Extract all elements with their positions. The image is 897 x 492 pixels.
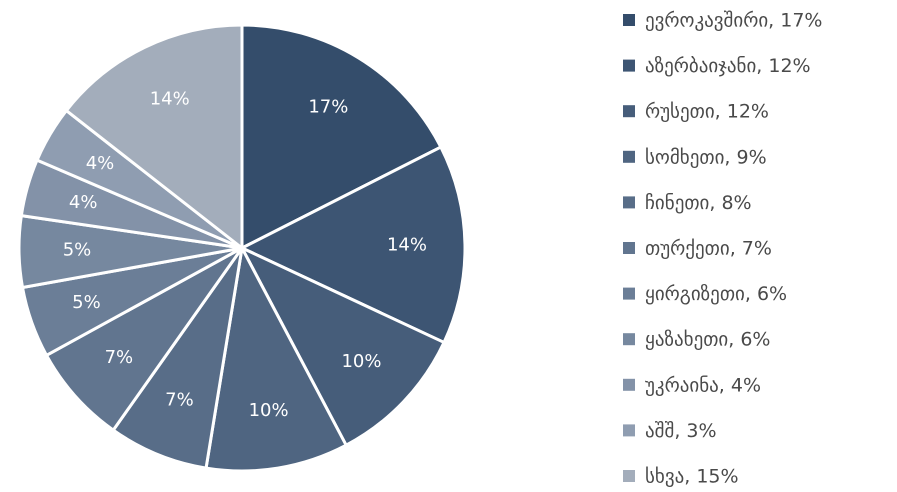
legend-label: ჩინეთი, 8% [645, 192, 752, 214]
legend-swatch [623, 196, 635, 209]
legend-label: აზერბაიჯანი, 12% [645, 55, 811, 77]
legend-label: ყაზახეთი, 6% [645, 329, 771, 351]
legend-swatch [623, 242, 635, 254]
slice-label: 4% [69, 192, 98, 213]
legend-swatch [623, 105, 635, 118]
slice-label: 7% [165, 390, 194, 411]
legend: ევროკავშირი, 17% აზერბაიჯანი, 12% რუსეთი, … [623, 10, 822, 488]
legend-swatch [623, 333, 635, 346]
legend-swatch [623, 59, 635, 72]
legend-swatch [623, 287, 635, 300]
slice-label: 5% [72, 292, 101, 313]
slice [64, 23, 244, 250]
slice-label: 17% [308, 96, 348, 117]
legend-label: ევროკავშირი, 17% [645, 10, 822, 32]
legend-swatch [623, 150, 635, 163]
legend-label: სომხეთი, 9% [645, 146, 767, 168]
slice [240, 23, 443, 250]
legend-swatch [623, 378, 635, 391]
legend-swatch [623, 424, 635, 437]
slice-label: 14% [150, 89, 190, 110]
slice-label: 7% [105, 347, 134, 368]
pie [17, 23, 467, 473]
slice [240, 145, 467, 344]
slice-labels: 17% 14% 10% 10% 7% 7% 5% 5% 4% 4% 14% [63, 89, 427, 421]
slice [45, 246, 244, 432]
slice-label: 10% [341, 351, 381, 372]
legend-label: უკრაინა, 4% [645, 374, 761, 396]
slice [240, 246, 446, 447]
slice-label: 10% [249, 400, 289, 421]
legend-swatch [623, 14, 635, 26]
slice [204, 246, 348, 473]
legend-swatch [623, 470, 635, 482]
legend-label: თურქეთი, 7% [645, 238, 772, 260]
legend-label: სხვა, 15% [645, 466, 739, 488]
slice-label: 4% [86, 153, 115, 174]
slice [111, 246, 244, 470]
slice-label: 14% [387, 234, 427, 255]
legend-label: რუსეთი, 12% [645, 101, 769, 123]
legend-label: აშშ, 3% [645, 420, 717, 442]
slice-label: 5% [63, 240, 92, 261]
legend-label: ყირგიზეთი, 6% [645, 283, 787, 305]
